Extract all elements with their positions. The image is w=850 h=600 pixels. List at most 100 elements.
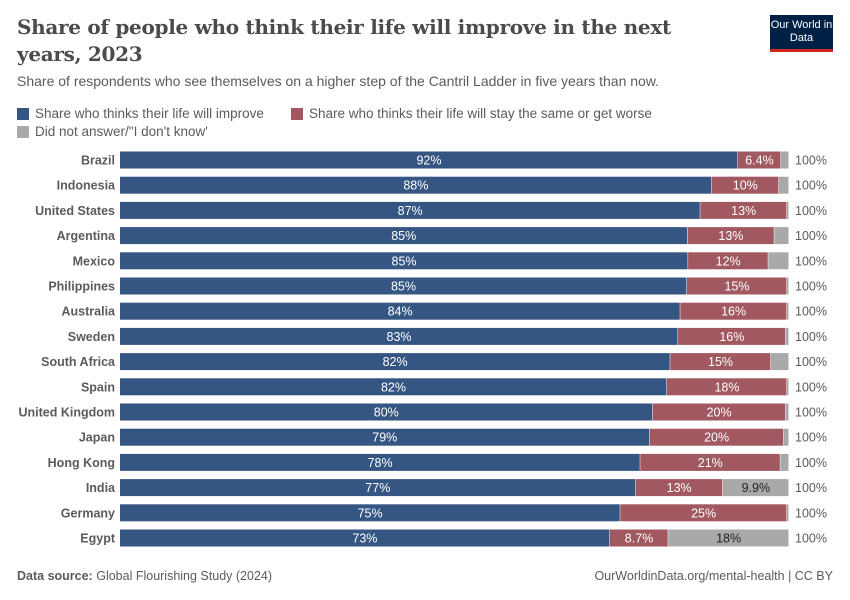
- bar-segment: [700, 201, 787, 219]
- bar-segment: [120, 378, 667, 396]
- category-label: South Africa: [41, 355, 116, 369]
- legend-label: Did not answer/"I don't know': [35, 124, 208, 139]
- total-label: 100%: [795, 280, 827, 294]
- legend-swatch: [17, 125, 29, 138]
- bar-segment: [120, 277, 687, 295]
- bar-segment: [774, 227, 789, 245]
- bar-segment: [687, 227, 774, 245]
- data-label: 85%: [392, 254, 417, 268]
- legend-item-improve[interactable]: Share who thinks their life will improve: [17, 106, 264, 121]
- legend-label: Share who thinks their life will improve: [35, 106, 264, 121]
- total-label: 100%: [795, 305, 827, 319]
- source-value: Global Flourishing Study (2024): [96, 569, 273, 583]
- bar-segment: [620, 504, 787, 522]
- chart-subtitle: Share of respondents who see themselves …: [17, 73, 660, 89]
- data-label: 83%: [387, 330, 412, 344]
- total-label: 100%: [795, 229, 827, 243]
- bar-segment: [120, 403, 653, 421]
- bar-segment: [640, 453, 780, 471]
- total-label: 100%: [795, 406, 827, 420]
- category-label: Sweden: [68, 330, 115, 344]
- bar-segment: [120, 327, 678, 345]
- category-label: Mexico: [73, 254, 116, 268]
- data-label: 20%: [707, 406, 732, 420]
- total-label: 100%: [795, 380, 827, 394]
- legend-label: Share who thinks their life will stay th…: [309, 106, 652, 121]
- data-label: 73%: [352, 532, 377, 546]
- category-label: Indonesia: [57, 179, 116, 193]
- data-label: 78%: [368, 456, 393, 470]
- bar-segment: [686, 277, 787, 295]
- bar-segment: [120, 201, 700, 219]
- data-label: 87%: [398, 204, 423, 218]
- category-label: Germany: [61, 506, 115, 520]
- category-label: Philippines: [48, 280, 115, 294]
- bar-segment: [688, 252, 768, 270]
- data-label: 88%: [403, 179, 428, 193]
- bar-segment: [737, 151, 781, 169]
- legend-item-other[interactable]: Did not answer/"I don't know': [17, 124, 208, 139]
- data-label: 12%: [716, 254, 741, 268]
- data-label: 21%: [698, 456, 723, 470]
- bar-segment: [120, 176, 712, 194]
- data-label: 8.7%: [625, 532, 654, 546]
- bar-segment: [120, 227, 688, 245]
- total-label: 100%: [795, 254, 827, 268]
- total-label: 100%: [795, 532, 827, 546]
- total-label: 100%: [795, 481, 827, 495]
- category-label: Argentina: [57, 229, 116, 243]
- data-label: 9.9%: [742, 481, 771, 495]
- owid-logo[interactable]: Our World in Data: [770, 15, 833, 52]
- bar-segment: [778, 176, 789, 194]
- bar-segment: [635, 479, 723, 497]
- category-label: Spain: [81, 380, 115, 394]
- data-label: 82%: [383, 355, 408, 369]
- data-label: 18%: [714, 380, 739, 394]
- data-label: 84%: [388, 305, 413, 319]
- data-label: 85%: [391, 280, 416, 294]
- total-label: 100%: [795, 431, 827, 445]
- data-label: 13%: [667, 481, 692, 495]
- bar-segment: [722, 479, 789, 497]
- category-label: Egypt: [80, 532, 116, 546]
- data-label: 82%: [381, 380, 406, 394]
- footer-link[interactable]: OurWorldinData.org/mental-health | CC BY: [594, 569, 833, 583]
- category-label: United States: [35, 204, 115, 218]
- bar-segment: [666, 378, 787, 396]
- bar-segment: [120, 151, 738, 169]
- data-label: 6.4%: [745, 154, 774, 168]
- bar-segment: [680, 302, 787, 320]
- bar-segment: [786, 378, 789, 396]
- data-label: 80%: [374, 406, 399, 420]
- bar-segment: [120, 252, 688, 270]
- data-label: 18%: [716, 532, 741, 546]
- total-label: 100%: [795, 204, 827, 218]
- data-label: 25%: [691, 506, 716, 520]
- bar-segment: [120, 504, 620, 522]
- total-label: 100%: [795, 179, 827, 193]
- bar-segment: [786, 201, 789, 219]
- data-label: 92%: [416, 154, 441, 168]
- bar-segment: [652, 403, 786, 421]
- bar-segment: [786, 277, 789, 295]
- data-label: 15%: [708, 355, 733, 369]
- bar-segment: [711, 176, 779, 194]
- source-label: Data source:: [17, 569, 93, 583]
- data-label: 20%: [704, 431, 729, 445]
- legend-item-worse[interactable]: Share who thinks their life will stay th…: [291, 106, 652, 121]
- data-label: 16%: [721, 305, 746, 319]
- bar-segment: [786, 504, 789, 522]
- bar-segment: [785, 403, 789, 421]
- bar-segment: [120, 353, 670, 371]
- total-label: 100%: [795, 506, 827, 520]
- data-label: 15%: [724, 280, 749, 294]
- total-label: 100%: [795, 330, 827, 344]
- legend-swatch: [17, 107, 29, 120]
- data-source: Data source: Global Flourishing Study (2…: [17, 569, 272, 583]
- data-label: 85%: [391, 229, 416, 243]
- bar-segment: [786, 302, 789, 320]
- data-label: 10%: [733, 179, 758, 193]
- bar-segment: [120, 479, 636, 497]
- data-label: 79%: [372, 431, 397, 445]
